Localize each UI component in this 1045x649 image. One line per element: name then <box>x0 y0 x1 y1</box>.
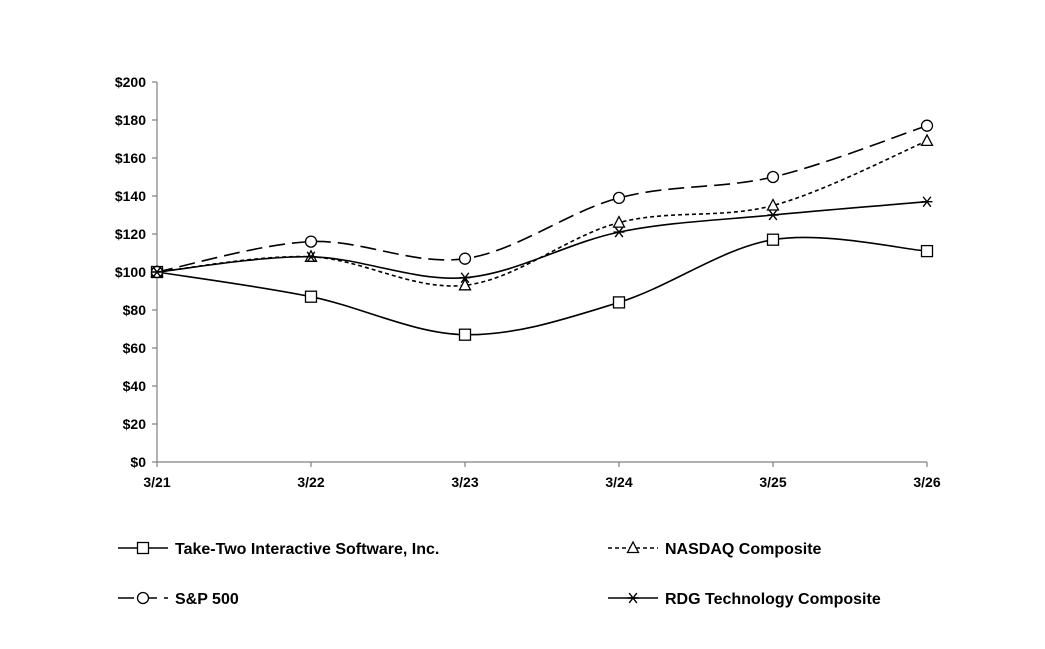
data-point-square <box>766 233 780 246</box>
data-point-star <box>613 226 625 238</box>
legend-item: Take-Two Interactive Software, Inc. <box>118 541 439 558</box>
series-circle <box>150 119 934 279</box>
data-point-triangle <box>766 198 780 211</box>
legend-marker-square <box>136 541 150 555</box>
data-point-star <box>151 266 163 278</box>
series-line <box>156 200 928 279</box>
data-point-square <box>304 290 318 303</box>
legend-marker-circle <box>136 591 150 605</box>
data-point-star <box>921 196 933 208</box>
legend-label: RDG Technology Composite <box>665 591 881 608</box>
data-point-square <box>458 328 472 341</box>
y-tick-label: $40 <box>123 378 147 394</box>
y-tick-label: $200 <box>115 74 146 90</box>
data-point-square <box>612 296 626 309</box>
series-line <box>156 140 928 287</box>
x-tick-label: 3/21 <box>143 474 170 490</box>
legend-marker-star <box>627 592 639 604</box>
legend-item: S&P 500 <box>118 591 239 608</box>
y-tick-label: $180 <box>115 112 146 128</box>
axes <box>156 82 927 463</box>
data-point-circle <box>304 235 318 248</box>
x-tick-label: 3/22 <box>297 474 324 490</box>
series-triangle <box>150 133 934 291</box>
y-tick-label: $80 <box>123 302 147 318</box>
legend-marker-triangle <box>626 540 640 554</box>
x-tick-label: 3/24 <box>605 474 632 490</box>
data-point-square <box>920 244 934 258</box>
data-point-triangle <box>612 215 626 228</box>
series <box>150 119 934 341</box>
legend: Take-Two Interactive Software, Inc. NASDA… <box>118 540 881 608</box>
data-point-circle <box>920 119 934 132</box>
data-point-star <box>305 251 317 263</box>
legend-item: RDG Technology Composite <box>608 591 881 608</box>
y-tick-label: $160 <box>115 150 146 166</box>
data-point-triangle <box>458 277 472 291</box>
data-point-triangle <box>920 133 934 147</box>
y-tick-label: $100 <box>115 264 146 280</box>
data-point-star <box>767 209 779 221</box>
ticks: $0 $20 $40 $60 $80 $100 $120 $140 $160 $180 $200 3/… <box>115 74 941 490</box>
data-point-circle <box>458 252 472 265</box>
series-line <box>156 236 928 336</box>
data-point-circle <box>766 170 780 184</box>
x-tick-label: 3/25 <box>759 474 786 490</box>
series-star <box>151 196 933 284</box>
legend-label: S&P 500 <box>175 591 239 608</box>
y-tick-label: $60 <box>123 340 147 356</box>
legend-label: NASDAQ Composite <box>665 541 822 558</box>
x-tick-label: 3/26 <box>913 474 940 490</box>
series-line <box>156 124 928 273</box>
y-tick-label: $20 <box>123 416 147 432</box>
y-tick-label: $140 <box>115 188 146 204</box>
legend-label: Take-Two Interactive Software, Inc. <box>175 541 439 558</box>
data-point-circle <box>612 191 626 205</box>
data-point-star <box>459 272 471 284</box>
y-tick-label: $0 <box>130 454 146 470</box>
legend-item: NASDAQ Composite <box>608 540 822 558</box>
x-tick-label: 3/23 <box>451 474 478 490</box>
series-square <box>150 233 934 341</box>
y-tick-label: $120 <box>115 226 146 242</box>
